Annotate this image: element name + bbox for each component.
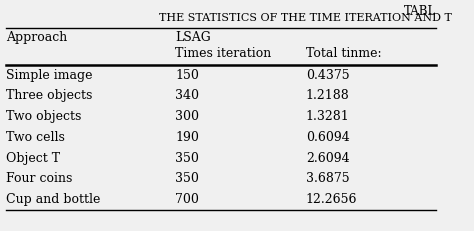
Text: 1.3281: 1.3281 [306,110,350,123]
Text: THE STATISTICS OF THE TIME ITERATION AND T: THE STATISTICS OF THE TIME ITERATION AND… [159,12,452,23]
Text: Two cells: Two cells [6,131,64,144]
Text: 0.4375: 0.4375 [306,69,349,82]
Text: 3.6875: 3.6875 [306,172,349,185]
Text: 2.6094: 2.6094 [306,152,349,164]
Text: 700: 700 [175,193,199,206]
Text: Times iteration: Times iteration [175,47,272,60]
Text: LSAG: LSAG [175,31,211,44]
Text: Object T: Object T [6,152,60,164]
Text: Cup and bottle: Cup and bottle [6,193,100,206]
Text: 150: 150 [175,69,199,82]
Text: Four coins: Four coins [6,172,72,185]
Text: 190: 190 [175,131,199,144]
Text: Approach: Approach [6,31,67,44]
Text: TABL: TABL [404,4,437,18]
Text: Total tinme:: Total tinme: [306,47,382,60]
Text: Two objects: Two objects [6,110,81,123]
Text: Three objects: Three objects [6,89,92,102]
Text: 0.6094: 0.6094 [306,131,350,144]
Text: 12.2656: 12.2656 [306,193,357,206]
Text: 350: 350 [175,172,199,185]
Text: Simple image: Simple image [6,69,92,82]
Text: 300: 300 [175,110,200,123]
Text: 350: 350 [175,152,199,164]
Text: 340: 340 [175,89,200,102]
Text: 1.2188: 1.2188 [306,89,350,102]
